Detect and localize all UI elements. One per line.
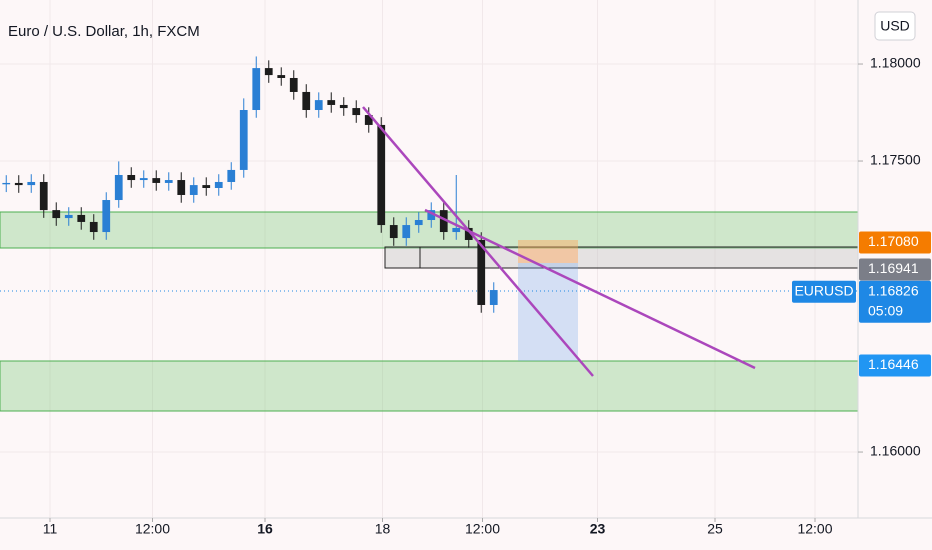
price-tag	[859, 258, 931, 281]
candle-body	[202, 185, 211, 188]
price-tag-label: 1.17080	[868, 233, 919, 249]
trend-line	[424, 208, 756, 370]
y-tick-label: 1.17500	[870, 152, 921, 168]
candle-body	[452, 227, 461, 233]
candle-body	[189, 185, 198, 195]
candle-body	[339, 104, 348, 109]
x-tick-label: 23	[590, 521, 606, 537]
price-tag-label: 1.16446	[868, 356, 919, 372]
price-tag	[859, 231, 931, 254]
x-tick-label: 12:00	[465, 521, 500, 537]
axes: 1.16000 1.17500 1.18000 11 12:00 16 18 12:00 23 2…	[43, 55, 921, 537]
candle-body	[252, 68, 261, 111]
candle-body	[77, 214, 86, 222]
candle-body	[289, 77, 298, 92]
x-tick-label: 11	[43, 521, 58, 537]
candle-body	[377, 124, 386, 226]
candle-body	[227, 169, 236, 182]
candle-body	[152, 178, 161, 183]
chart-title: Euro / U.S. Dollar, 1h, FXCM	[8, 23, 200, 40]
candle-body	[414, 220, 423, 226]
x-tick-label: 25	[707, 521, 723, 537]
y-tick-label: 1.16000	[870, 443, 921, 459]
candle-body	[489, 290, 498, 305]
currency-label: USD	[880, 18, 910, 34]
symbol-tag	[792, 280, 856, 303]
candle-body	[27, 181, 36, 186]
price-tag	[859, 354, 931, 377]
y-tick-label: 1.18000	[870, 55, 921, 71]
price-tags: 1.17080 1.16941 EURUSD 1.16826 05:09 1.16446	[792, 231, 931, 377]
candle-body	[364, 115, 373, 125]
candle-body	[39, 181, 48, 211]
x-tick-label: 12:00	[135, 521, 170, 537]
candle-body	[302, 91, 311, 111]
candles	[2, 56, 498, 313]
price-tag-label: 1.16826	[868, 282, 919, 298]
x-tick-label: 18	[375, 521, 391, 537]
candle-body	[164, 180, 173, 183]
stop-zone	[518, 240, 578, 263]
candle-body	[389, 225, 398, 239]
candle-body	[114, 174, 123, 201]
candle-body	[89, 221, 98, 233]
x-tick-label: 16	[257, 521, 273, 537]
candle-body	[277, 75, 286, 78]
candle-body	[439, 210, 448, 233]
support-zone	[0, 360, 859, 412]
range-box	[384, 246, 859, 269]
candle-body	[239, 110, 248, 170]
price-tag	[859, 280, 931, 323]
candle-body	[427, 210, 436, 221]
candle-body	[139, 178, 148, 181]
candle-body	[2, 182, 11, 185]
candle-body	[14, 182, 23, 186]
grid	[0, 0, 858, 518]
currency-button[interactable]	[874, 11, 916, 41]
candle-body	[102, 200, 111, 233]
candle-body	[464, 227, 473, 240]
candle-body	[352, 108, 361, 116]
x-tick-label: 12:00	[797, 521, 832, 537]
candle-body	[327, 100, 336, 105]
candle-body	[477, 239, 486, 305]
candle-body	[264, 68, 273, 76]
candle-body	[177, 180, 186, 195]
candle-body	[127, 174, 136, 181]
candle-body	[64, 214, 73, 219]
price-tag-label: 1.16941	[868, 260, 919, 276]
candle-body	[314, 100, 323, 111]
candle-body	[402, 225, 411, 239]
symbol-label: EURUSD	[794, 282, 853, 298]
candle-body	[52, 210, 61, 219]
countdown-label: 05:09	[868, 302, 903, 318]
trend-line	[362, 106, 594, 377]
candle-body	[214, 181, 223, 188]
